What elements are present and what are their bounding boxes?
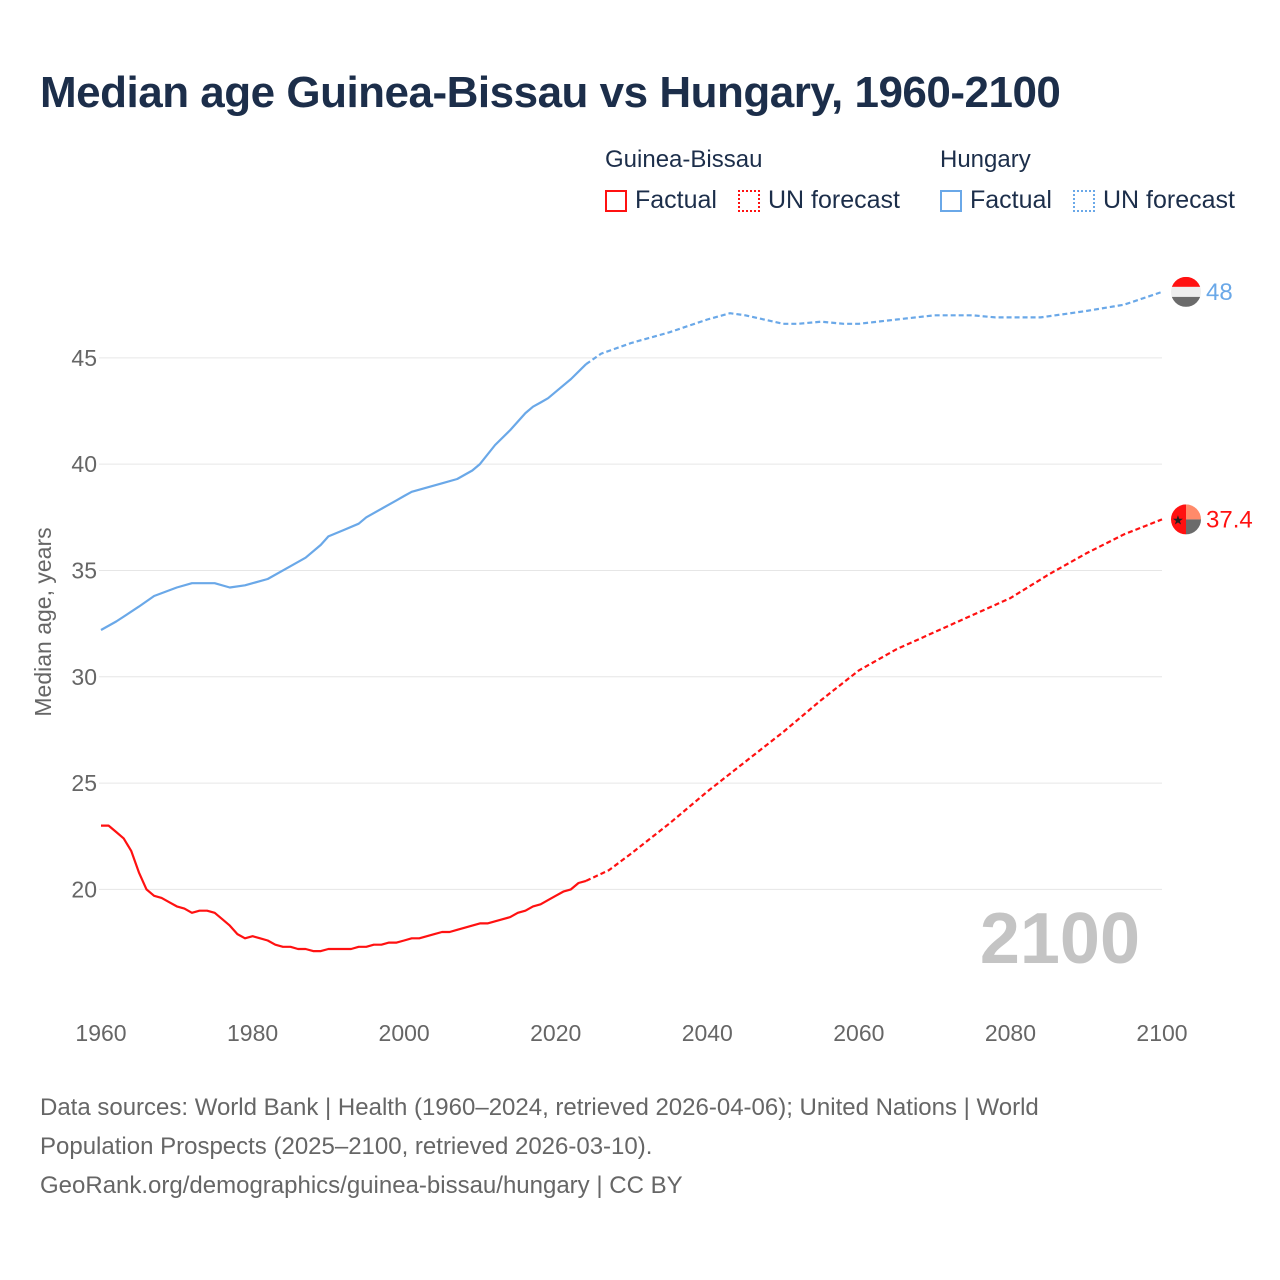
y-tick-label: 45	[71, 345, 97, 371]
x-tick-label: 1980	[227, 1020, 278, 1046]
series-line-hungary-factual	[100, 363, 587, 631]
legend-label: UN forecast	[768, 186, 900, 214]
legend-hu-factual[interactable]: Factual	[940, 186, 1052, 215]
footer-sources-line1: Data sources: World Bank | Health (1960–…	[40, 1094, 1039, 1121]
svg-text:★: ★	[1172, 513, 1184, 528]
x-tick-label: 2080	[985, 1020, 1036, 1046]
legend-hu-forecast[interactable]: UN forecast	[1073, 186, 1235, 215]
y-tick-label: 35	[71, 557, 97, 583]
footer: Data sources: World Bank | Health (1960–…	[40, 1088, 1240, 1205]
legend-group-hungary: Hungary	[940, 146, 1031, 173]
hungary-flag-icon	[1171, 276, 1201, 307]
y-axis-label: Median age, years	[30, 527, 56, 716]
series-line-guinea-bissau-factual	[101, 824, 587, 953]
legend-swatch-dotted-icon	[738, 189, 760, 212]
x-tick-label: 2060	[833, 1020, 884, 1046]
legend-gb-forecast[interactable]: UN forecast	[738, 186, 900, 215]
legend-label: Factual	[970, 186, 1052, 214]
x-tick-label: 2020	[530, 1020, 581, 1046]
x-tick-label: 2100	[1136, 1020, 1187, 1046]
x-tick-label: 2040	[682, 1020, 733, 1046]
legend-gb-factual[interactable]: Factual	[605, 186, 717, 215]
x-tick-label: 2000	[379, 1020, 430, 1046]
legend-group-guinea-bissau: Guinea-Bissau	[605, 146, 763, 173]
legend-label: Factual	[635, 186, 717, 214]
legend-swatch-solid-icon	[605, 189, 627, 212]
year-marker: 2100	[980, 899, 1140, 979]
footer-sources-line2: Population Prospects (2025–2100, retriev…	[40, 1133, 653, 1160]
end-value-label: 48	[1206, 279, 1233, 306]
guinea-bissau-flag-icon: ★	[1171, 504, 1201, 535]
chart-title: Median age Guinea-Bissau vs Hungary, 196…	[40, 68, 1061, 117]
y-tick-label: 30	[71, 664, 97, 690]
y-tick-label: 40	[71, 451, 97, 477]
end-value-label: 37.4	[1206, 506, 1253, 533]
y-tick-label: 25	[71, 770, 97, 796]
legend-label: UN forecast	[1103, 186, 1235, 214]
x-tick-label: 1960	[75, 1020, 126, 1046]
footer-attribution-link[interactable]: GeoRank.org/demographics/guinea-bissau/h…	[40, 1172, 683, 1199]
legend-swatch-solid-icon	[940, 189, 962, 212]
y-tick-label: 20	[71, 876, 97, 902]
series-line-hungary-forecast	[585, 290, 1163, 366]
series-line-guinea-bissau-forecast	[585, 518, 1163, 882]
legend-swatch-dotted-icon	[1073, 189, 1095, 212]
